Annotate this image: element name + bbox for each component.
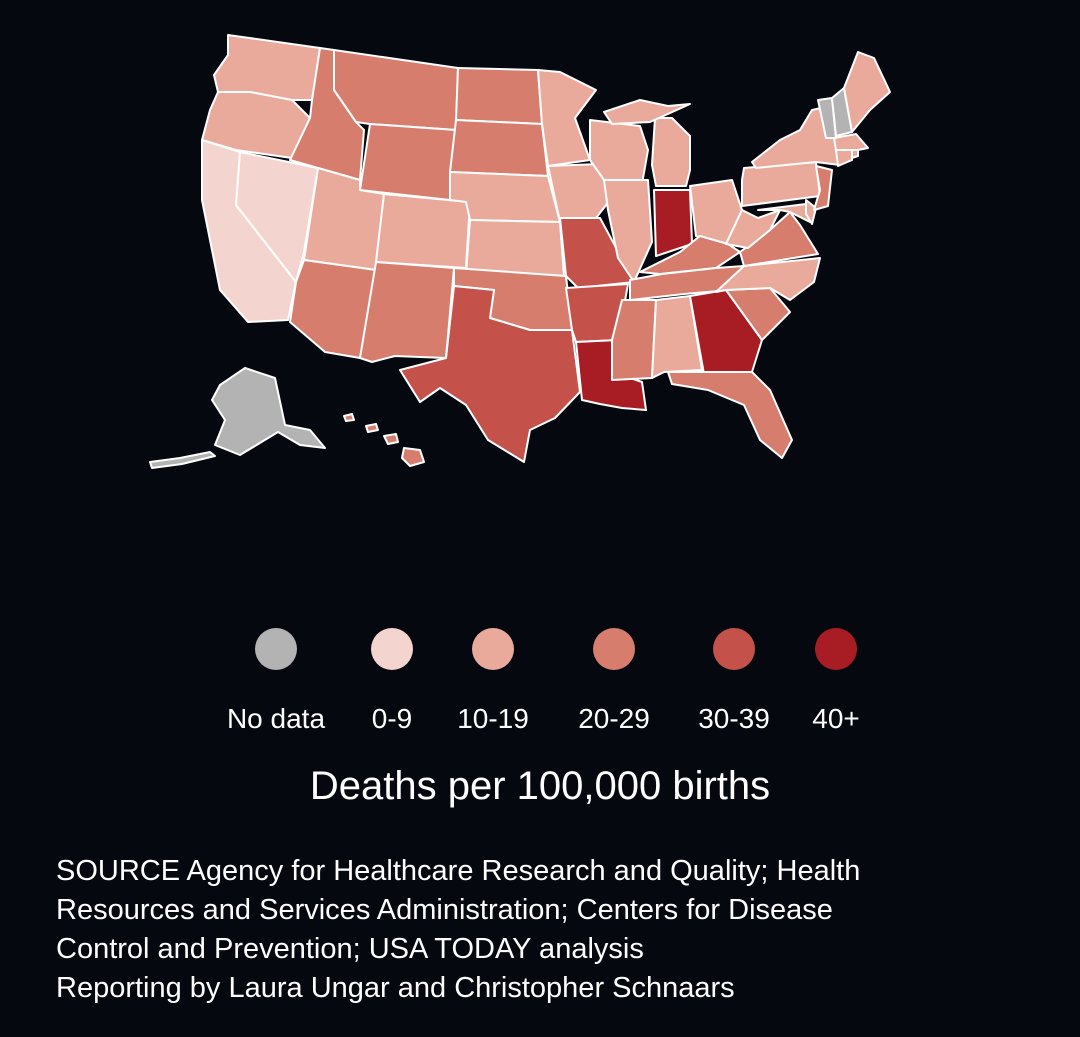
state-michigan-up[interactable]	[603, 99, 691, 125]
state-alaska[interactable]	[211, 367, 326, 456]
state-washington[interactable]	[213, 34, 321, 101]
state-massachusetts[interactable]	[833, 133, 869, 151]
legend-dot-10-19	[472, 628, 514, 670]
legend-dot-20-29	[593, 628, 635, 670]
state-montana[interactable]	[333, 49, 459, 131]
legend-label-no-data: No data	[226, 703, 326, 734]
state-new-jersey[interactable]	[813, 165, 833, 211]
source-line-2: Resources and Services Administration; C…	[56, 894, 833, 926]
reporting-credit: Reporting by Laura Ungar and Christopher…	[56, 972, 735, 1004]
state-hawaii-1[interactable]	[401, 447, 425, 467]
legend-label-20-29: 20-29	[578, 703, 650, 734]
state-colorado[interactable]	[375, 193, 471, 269]
state-maryland[interactable]	[757, 203, 811, 223]
state-alaska-chain[interactable]	[149, 451, 216, 469]
state-mississippi[interactable]	[611, 299, 657, 381]
legend-dot-30-39	[713, 628, 755, 670]
state-north-dakota[interactable]	[455, 67, 543, 125]
legend-label-10-19: 10-19	[457, 703, 529, 734]
source-credits: SOURCE Agency for Healthcare Research an…	[56, 852, 1056, 1008]
state-pennsylvania[interactable]	[741, 161, 821, 207]
source-line-1: SOURCE Agency for Healthcare Research an…	[56, 855, 861, 887]
state-hawaii-2[interactable]	[383, 433, 399, 445]
legend-label-30-39: 30-39	[698, 703, 770, 734]
legend-label-0-9: 0-9	[371, 703, 413, 734]
legend-dot-40-plus	[815, 628, 857, 670]
state-maine[interactable]	[843, 51, 891, 133]
state-vermont[interactable]	[817, 97, 837, 139]
us-choropleth-map	[149, 34, 891, 469]
state-kansas[interactable]	[465, 219, 565, 277]
legend-label-40-plus: 40+	[812, 703, 860, 734]
state-minnesota[interactable]	[537, 69, 597, 167]
state-texas[interactable]	[399, 285, 581, 463]
legend-dot-0-9	[371, 628, 413, 670]
state-iowa[interactable]	[547, 163, 611, 223]
legend-title: Deaths per 100,000 births	[309, 764, 771, 808]
state-south-dakota[interactable]	[449, 119, 549, 177]
state-wyoming[interactable]	[359, 123, 457, 201]
state-new-mexico[interactable]	[359, 261, 455, 363]
state-florida[interactable]	[667, 371, 793, 459]
state-nevada[interactable]	[235, 151, 319, 283]
legend-dot-no-data	[255, 628, 297, 670]
state-hawaii-3[interactable]	[365, 423, 379, 433]
state-hawaii-4[interactable]	[343, 413, 355, 422]
state-delaware[interactable]	[805, 199, 817, 225]
source-line-3: Control and Prevention; USA TODAY analys…	[56, 933, 644, 965]
state-michigan[interactable]	[651, 117, 691, 187]
